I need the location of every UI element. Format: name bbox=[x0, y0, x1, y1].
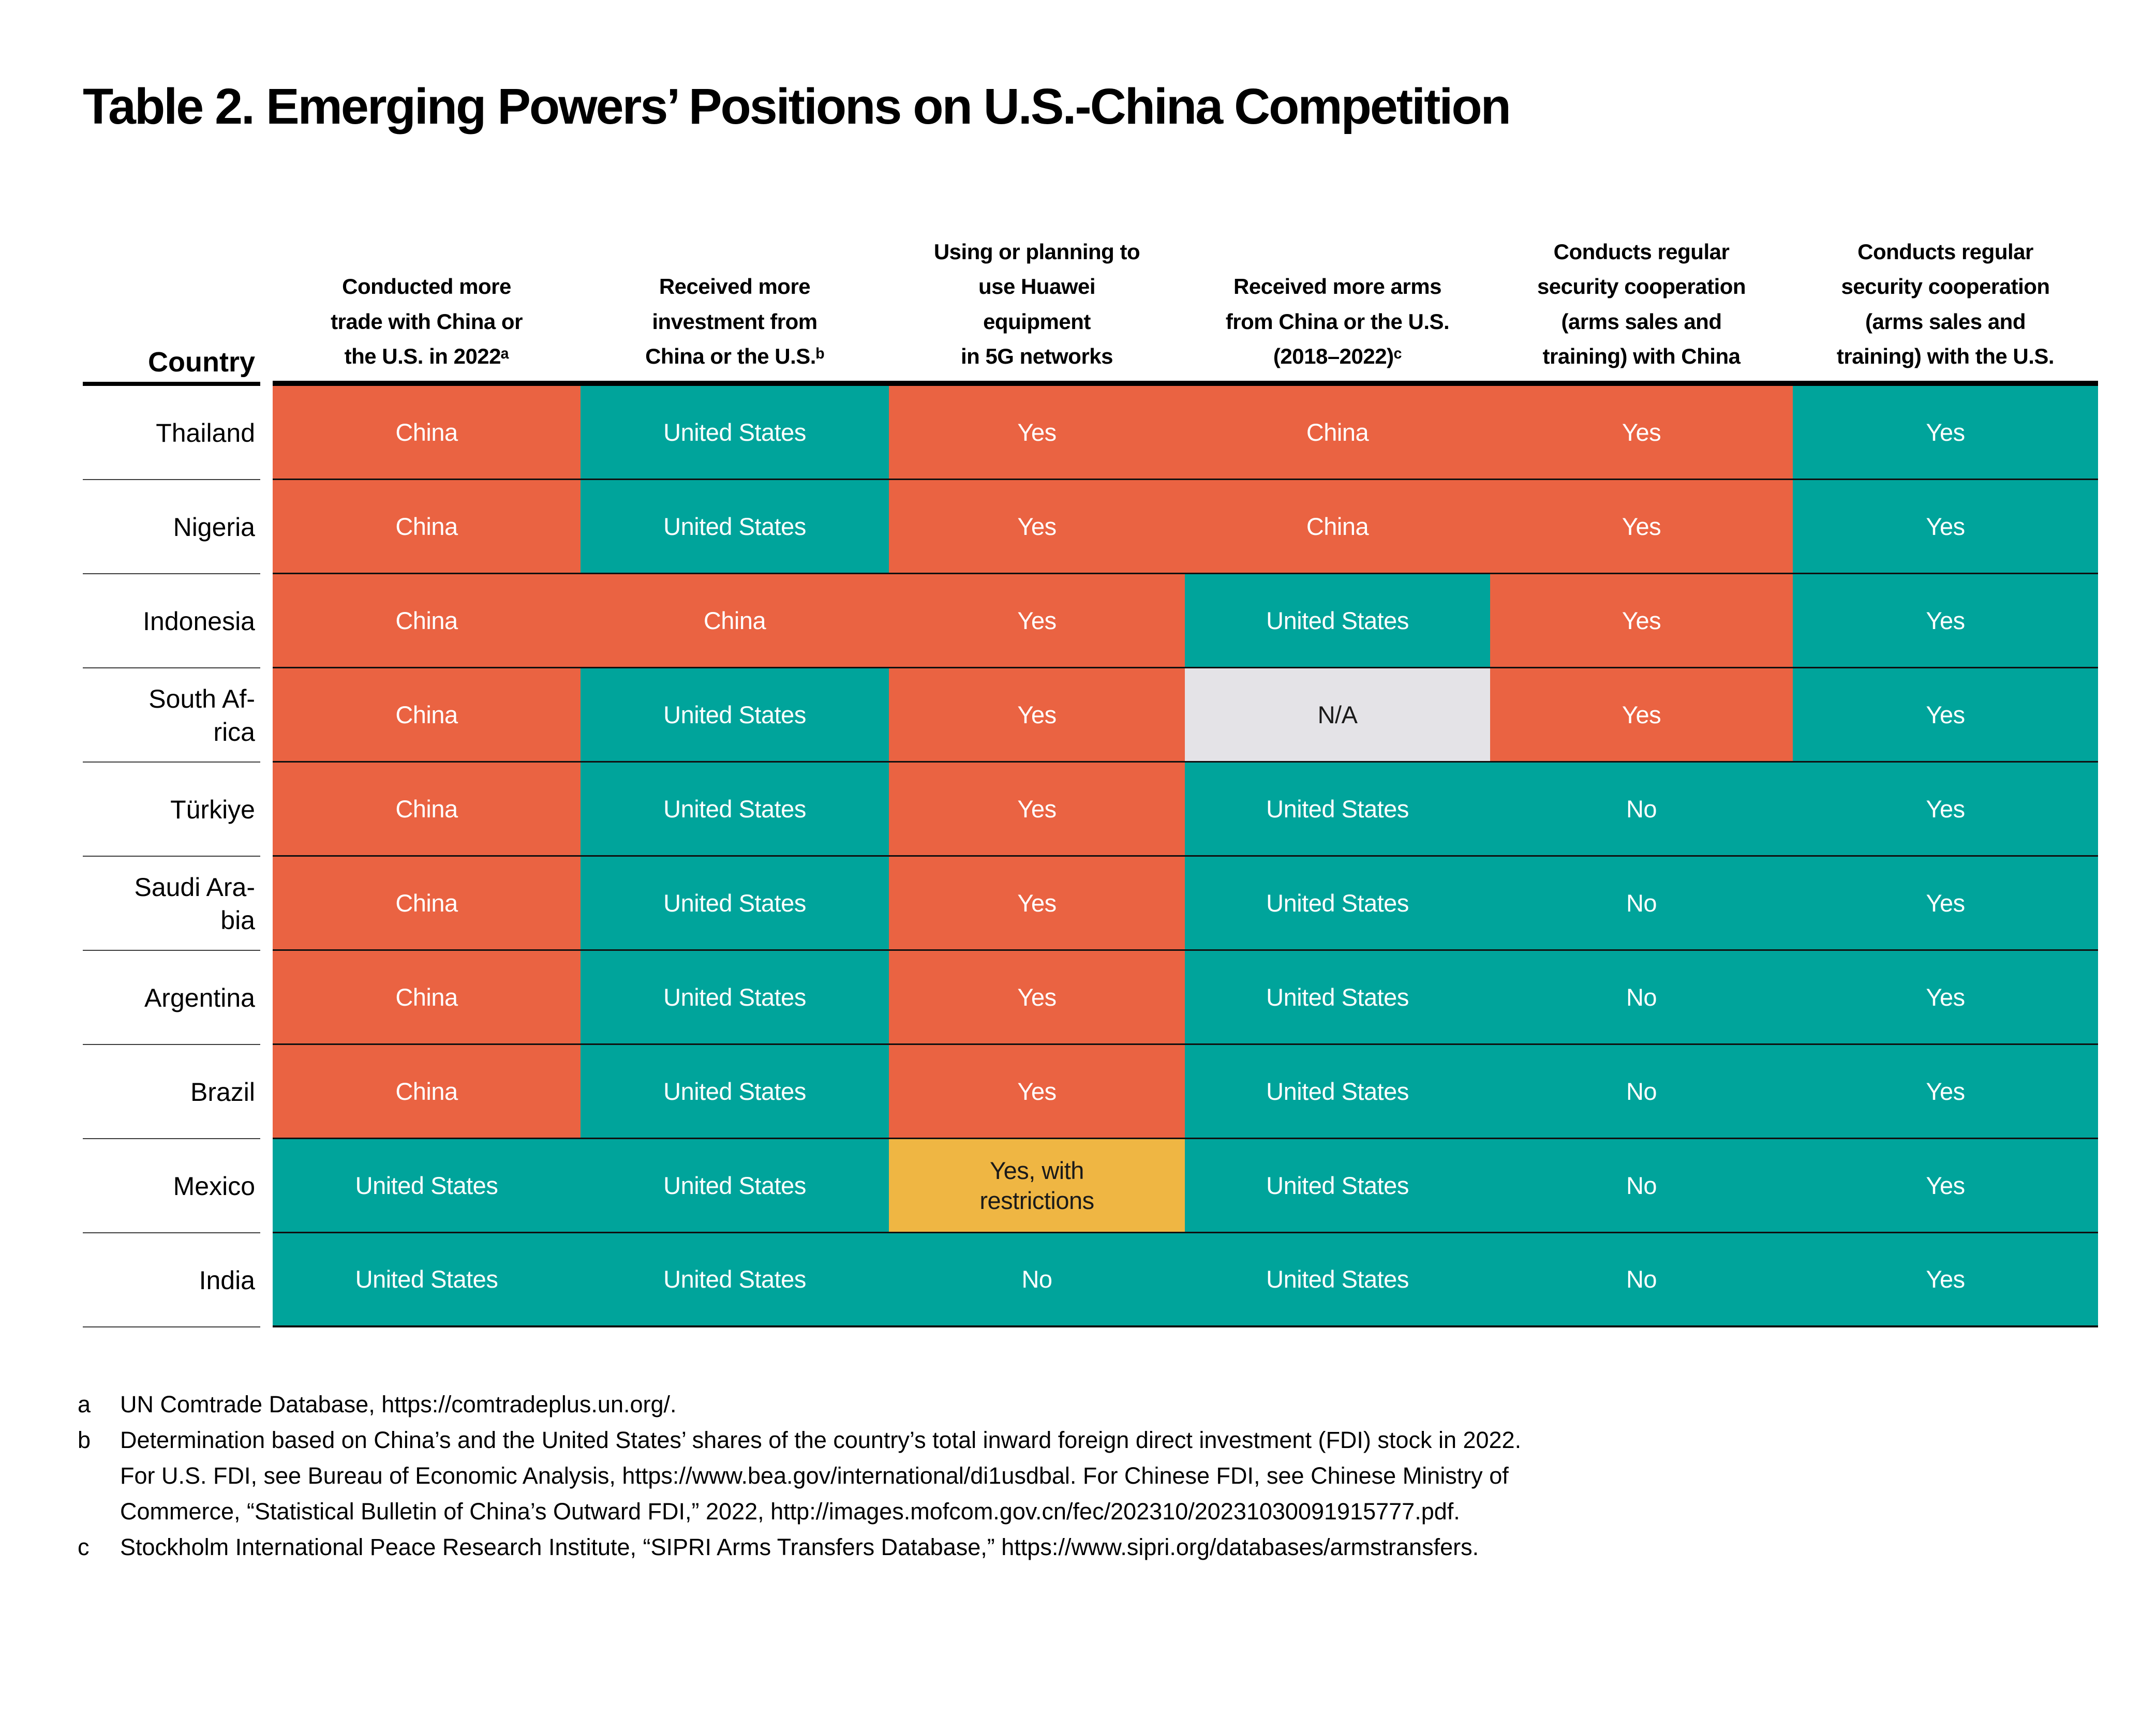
cell-india-arms: United States bbox=[1185, 1233, 1490, 1327]
cell-argentina-security-china: No bbox=[1490, 951, 1793, 1045]
cell-thailand-security-china: Yes bbox=[1490, 386, 1793, 480]
column-header-arms: Received more arms from China or the U.S… bbox=[1185, 233, 1490, 386]
cell-brazil-huawei-5g: Yes bbox=[889, 1045, 1185, 1139]
footnote-text: UN Comtrade Database, https://comtradepl… bbox=[120, 1391, 677, 1417]
cell-brazil-security-us: Yes bbox=[1793, 1045, 2098, 1139]
cell-south-africa-trade: China bbox=[273, 668, 581, 763]
cell-indonesia-huawei-5g: Yes bbox=[889, 574, 1185, 668]
cell-nigeria-trade: China bbox=[273, 480, 581, 574]
cell-argentina-arms: United States bbox=[1185, 951, 1490, 1045]
footnote-text: Determination based on China’s and the U… bbox=[120, 1427, 1522, 1525]
column-header-security-china: Conducts regular security cooperation (a… bbox=[1490, 233, 1793, 386]
cell-indonesia-security-china: Yes bbox=[1490, 574, 1793, 668]
cell-turkiye-security-china: No bbox=[1490, 763, 1793, 857]
cell-mexico-trade: United States bbox=[273, 1139, 581, 1233]
footnote-marker: b bbox=[78, 1427, 91, 1453]
cell-brazil-security-china: No bbox=[1490, 1045, 1793, 1139]
table-title: Table 2. Emerging Powers’ Positions on U… bbox=[83, 78, 1511, 135]
data-table: Country Conducted more trade with China … bbox=[78, 233, 2098, 1327]
cell-south-africa-security-china: Yes bbox=[1490, 668, 1793, 763]
cell-thailand-trade: China bbox=[273, 386, 581, 480]
cell-nigeria-huawei-5g: Yes bbox=[889, 480, 1185, 574]
country-label-south-africa: South Af- rica bbox=[78, 668, 273, 763]
column-header-country: Country bbox=[78, 233, 273, 386]
country-label-brazil: Brazil bbox=[78, 1045, 273, 1139]
cell-indonesia-investment: China bbox=[581, 574, 889, 668]
country-label-turkiye: Türkiye bbox=[78, 763, 273, 857]
country-label-india: India bbox=[78, 1233, 273, 1327]
cell-turkiye-security-us: Yes bbox=[1793, 763, 2098, 857]
cell-india-security-us: Yes bbox=[1793, 1233, 2098, 1327]
country-label-mexico: Mexico bbox=[78, 1139, 273, 1233]
cell-argentina-huawei-5g: Yes bbox=[889, 951, 1185, 1045]
cell-nigeria-arms: China bbox=[1185, 480, 1490, 574]
cell-south-africa-huawei-5g: Yes bbox=[889, 668, 1185, 763]
cell-saudi-arabia-arms: United States bbox=[1185, 857, 1490, 951]
cell-india-security-china: No bbox=[1490, 1233, 1793, 1327]
cell-turkiye-trade: China bbox=[273, 763, 581, 857]
cell-turkiye-huawei-5g: Yes bbox=[889, 763, 1185, 857]
column-header-security-us: Conducts regular security cooperation (a… bbox=[1793, 233, 2098, 386]
cell-south-africa-security-us: Yes bbox=[1793, 668, 2098, 763]
cell-mexico-huawei-5g: Yes, with restrictions bbox=[889, 1139, 1185, 1233]
cell-brazil-trade: China bbox=[273, 1045, 581, 1139]
column-header-investment: Received more investment from China or t… bbox=[581, 233, 889, 386]
cell-indonesia-security-us: Yes bbox=[1793, 574, 2098, 668]
cell-india-investment: United States bbox=[581, 1233, 889, 1327]
cell-south-africa-investment: United States bbox=[581, 668, 889, 763]
footnote-marker: a bbox=[78, 1391, 91, 1417]
column-header-huawei-5g: Using or planning to use Huawei equipmen… bbox=[889, 233, 1185, 386]
cell-mexico-security-china: No bbox=[1490, 1139, 1793, 1233]
cell-argentina-trade: China bbox=[273, 951, 581, 1045]
cell-thailand-huawei-5g: Yes bbox=[889, 386, 1185, 480]
cell-nigeria-investment: United States bbox=[581, 480, 889, 574]
cell-argentina-investment: United States bbox=[581, 951, 889, 1045]
cell-thailand-security-us: Yes bbox=[1793, 386, 2098, 480]
footnote-b: b Determination based on China’s and the… bbox=[78, 1422, 2106, 1529]
cell-brazil-arms: United States bbox=[1185, 1045, 1490, 1139]
cell-brazil-investment: United States bbox=[581, 1045, 889, 1139]
cell-turkiye-arms: United States bbox=[1185, 763, 1490, 857]
country-label-argentina: Argentina bbox=[78, 951, 273, 1045]
country-label-thailand: Thailand bbox=[78, 386, 273, 480]
cell-saudi-arabia-trade: China bbox=[273, 857, 581, 951]
cell-thailand-arms: China bbox=[1185, 386, 1490, 480]
cell-mexico-arms: United States bbox=[1185, 1139, 1490, 1233]
cell-saudi-arabia-security-us: Yes bbox=[1793, 857, 2098, 951]
cell-nigeria-security-us: Yes bbox=[1793, 480, 2098, 574]
cell-mexico-investment: United States bbox=[581, 1139, 889, 1233]
cell-thailand-investment: United States bbox=[581, 386, 889, 480]
country-label-nigeria: Nigeria bbox=[78, 480, 273, 574]
column-header-trade: Conducted more trade with China or the U… bbox=[273, 233, 581, 386]
cell-turkiye-investment: United States bbox=[581, 763, 889, 857]
footnote-marker: c bbox=[78, 1534, 90, 1560]
cell-indonesia-trade: China bbox=[273, 574, 581, 668]
footnote-text: Stockholm International Peace Research I… bbox=[120, 1534, 1479, 1560]
cell-indonesia-arms: United States bbox=[1185, 574, 1490, 668]
country-label-indonesia: Indonesia bbox=[78, 574, 273, 668]
footnotes: a UN Comtrade Database, https://comtrade… bbox=[78, 1386, 2106, 1565]
cell-saudi-arabia-security-china: No bbox=[1490, 857, 1793, 951]
cell-india-huawei-5g: No bbox=[889, 1233, 1185, 1327]
cell-saudi-arabia-huawei-5g: Yes bbox=[889, 857, 1185, 951]
cell-india-trade: United States bbox=[273, 1233, 581, 1327]
footnote-a: a UN Comtrade Database, https://comtrade… bbox=[78, 1386, 2106, 1422]
country-label-saudi-arabia: Saudi Ara- bia bbox=[78, 857, 273, 951]
cell-south-africa-arms: N/A bbox=[1185, 668, 1490, 763]
cell-mexico-security-us: Yes bbox=[1793, 1139, 2098, 1233]
cell-saudi-arabia-investment: United States bbox=[581, 857, 889, 951]
footnote-c: c Stockholm International Peace Research… bbox=[78, 1529, 2106, 1565]
cell-argentina-security-us: Yes bbox=[1793, 951, 2098, 1045]
cell-nigeria-security-china: Yes bbox=[1490, 480, 1793, 574]
